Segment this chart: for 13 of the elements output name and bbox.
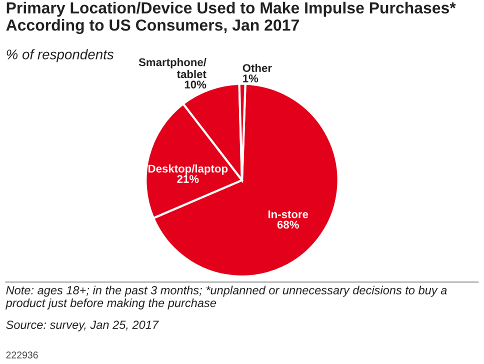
data-label: 1%	[243, 74, 258, 82]
data-label: 10%	[184, 80, 206, 88]
text: Note: ages 18+; in the past 3 months; *unplanned or unnecessary decisions to buy a product just before making the purchase	[6, 286, 447, 310]
data-label: 21%	[177, 175, 199, 183]
slice-label: In-store	[268, 210, 308, 218]
chart-subtitle: % of respondents	[6, 49, 114, 62]
source-note: Source: survey, Jan 25, 2017	[6, 320, 159, 332]
slice-label: Other	[242, 64, 272, 72]
slice-label: Desktop/laptop	[148, 164, 228, 175]
chart-title: Primary Location/Device Used to Make Impulse Purchases* According to US Consumers, Jan 2017	[6, 2, 456, 34]
data-label: 68%	[277, 220, 299, 229]
slice-label: Smartphone/ tablet	[138, 58, 206, 78]
text: 222936	[6, 352, 38, 358]
